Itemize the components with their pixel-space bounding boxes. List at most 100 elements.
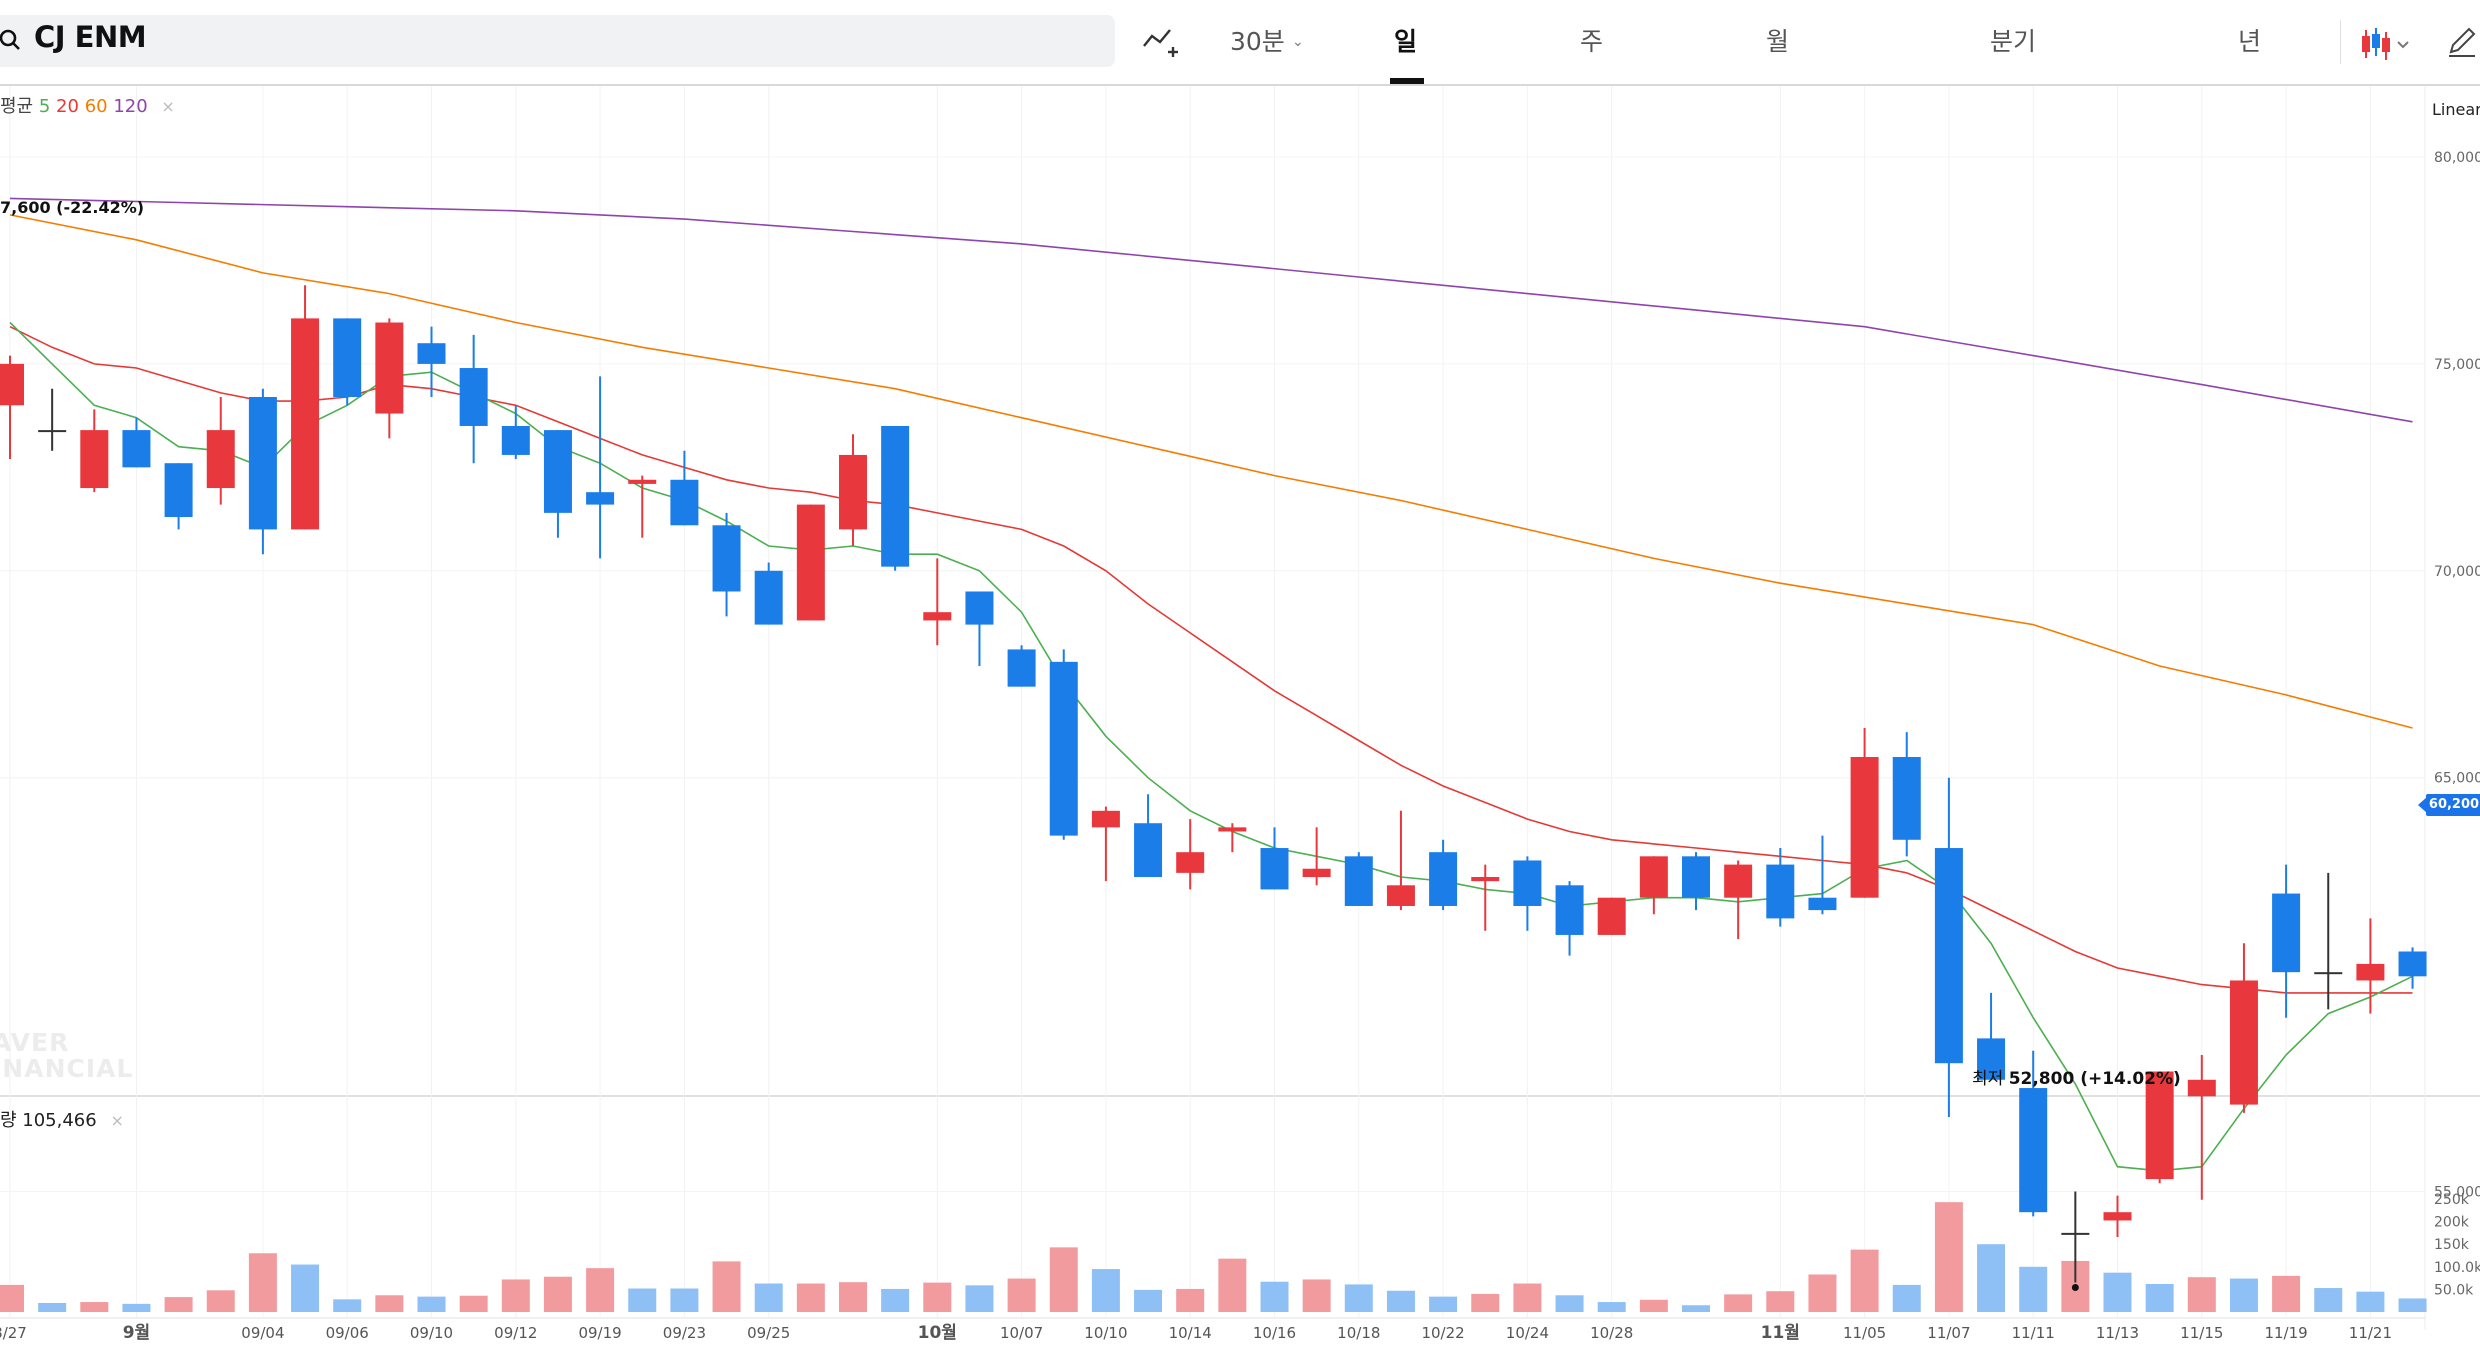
close-icon[interactable]: × <box>161 97 175 116</box>
candle-body[interactable] <box>1007 649 1036 687</box>
candle-body[interactable] <box>881 425 910 567</box>
interval-select[interactable]: 30분 <box>1230 27 1285 56</box>
volume-bar <box>1091 1269 1120 1312</box>
candle-body[interactable] <box>2103 1212 2132 1221</box>
candle-body[interactable] <box>459 368 488 426</box>
candle-body[interactable] <box>80 430 109 489</box>
candle-body[interactable] <box>1091 810 1120 828</box>
active-tab-indicator <box>1390 78 1424 84</box>
date-tick-label: 09/19 <box>578 1324 621 1342</box>
candle-body[interactable] <box>1724 864 1753 898</box>
candle-body[interactable] <box>1049 661 1078 836</box>
candle-body[interactable] <box>1386 885 1415 906</box>
candle-body[interactable] <box>754 570 783 625</box>
first-price-annotation: 7,600 (-22.42%) <box>0 198 145 217</box>
candle-body[interactable] <box>1302 868 1331 878</box>
candle-body[interactable] <box>38 430 67 433</box>
candle-body[interactable] <box>1513 860 1542 906</box>
candle-body[interactable] <box>543 430 572 513</box>
volume-bar <box>2229 1278 2258 1312</box>
candle-body[interactable] <box>1429 852 1458 906</box>
candle-body[interactable] <box>1808 897 1837 911</box>
candle-body[interactable] <box>2314 972 2343 975</box>
candle-body[interactable] <box>206 430 235 489</box>
candle-body[interactable] <box>2019 1088 2048 1213</box>
candle-body[interactable] <box>2145 1071 2174 1180</box>
stock-name-input[interactable]: CJ ENM <box>34 20 147 54</box>
volume-bar <box>2398 1298 2427 1312</box>
candle-body[interactable] <box>291 318 320 530</box>
candle-body[interactable] <box>1134 823 1163 878</box>
tab-quarter[interactable]: 분기 <box>1990 27 2037 56</box>
tab-day[interactable]: 일 <box>1394 27 1418 56</box>
candle-body[interactable] <box>2272 893 2301 973</box>
candle-body[interactable] <box>164 463 193 518</box>
volume-bar <box>1386 1290 1415 1312</box>
tab-month[interactable]: 월 <box>1766 27 1790 56</box>
tab-year[interactable]: 년 <box>2238 27 2262 56</box>
candle-body[interactable] <box>417 343 446 364</box>
watermark-line1: AVER <box>0 1028 70 1057</box>
candle-body[interactable] <box>2229 980 2258 1105</box>
ma-legend-label: 평균 <box>0 96 34 117</box>
watermark-logo: AVER INANCIAL <box>0 1030 133 1082</box>
ma20-label: 20 <box>56 96 79 117</box>
candle-body[interactable] <box>2187 1079 2216 1097</box>
search-icon[interactable] <box>0 26 30 56</box>
candle-body[interactable] <box>333 318 362 398</box>
candle-body[interactable] <box>1850 757 1879 898</box>
volume-bar <box>2019 1266 2048 1312</box>
chevron-down-icon[interactable]: ⌄ <box>1292 34 1304 50</box>
search-box[interactable] <box>0 15 1115 67</box>
date-tick-label: 09/23 <box>663 1324 706 1342</box>
volume-bar <box>0 1284 24 1312</box>
candle-body[interactable] <box>501 425 530 455</box>
volume-bar <box>1977 1244 2006 1312</box>
candle-body[interactable] <box>1344 856 1373 906</box>
candle-body[interactable] <box>122 430 151 468</box>
volume-bar <box>2272 1275 2301 1312</box>
volume-bar <box>1429 1296 1458 1312</box>
tab-week[interactable]: 주 <box>1580 27 1604 56</box>
volume-bar <box>375 1295 404 1312</box>
candle-body[interactable] <box>712 525 741 592</box>
candle-body[interactable] <box>1682 856 1710 898</box>
close-icon[interactable]: × <box>110 1111 124 1130</box>
candlestick-type-icon[interactable] <box>2358 26 2418 62</box>
candle-body[interactable] <box>586 492 615 505</box>
candle-body[interactable] <box>2356 963 2385 981</box>
scale-mode-toggle[interactable]: Linear <box>2432 100 2480 119</box>
candle-body[interactable] <box>375 322 404 414</box>
candle-body[interactable] <box>1260 848 1289 890</box>
candle-body[interactable] <box>628 479 657 484</box>
candle-body[interactable] <box>1176 852 1205 873</box>
candle-body[interactable] <box>670 479 699 526</box>
candle-body[interactable] <box>923 612 952 621</box>
candle-body[interactable] <box>1934 848 1963 1064</box>
candle-body[interactable] <box>1555 885 1584 935</box>
volume-bar <box>38 1302 67 1312</box>
date-tick-label: 10/24 <box>1506 1324 1549 1342</box>
add-indicator-icon[interactable] <box>1140 22 1180 62</box>
volume-bar <box>2145 1283 2174 1312</box>
candle-body[interactable] <box>1218 827 1247 832</box>
candle-body[interactable] <box>2398 951 2427 977</box>
date-tick-label: 10월 <box>918 1323 957 1343</box>
candle-body[interactable] <box>1977 1038 2006 1080</box>
candle-body[interactable] <box>0 363 24 406</box>
candle-body[interactable] <box>839 454 867 530</box>
candle-body[interactable] <box>796 504 825 621</box>
volume-bar <box>1471 1293 1500 1312</box>
candle-body[interactable] <box>2061 1232 2090 1235</box>
candle-body[interactable] <box>248 397 277 530</box>
candle-body[interactable] <box>1639 856 1668 898</box>
candle-body[interactable] <box>1597 897 1626 935</box>
candle-body[interactable] <box>1471 877 1500 882</box>
candle-body[interactable] <box>1766 864 1795 919</box>
volume-bar <box>501 1279 530 1312</box>
volume-bar <box>164 1297 193 1312</box>
pencil-icon[interactable] <box>2445 24 2479 60</box>
candle-body[interactable] <box>1892 757 1921 840</box>
candle-body[interactable] <box>965 591 994 625</box>
